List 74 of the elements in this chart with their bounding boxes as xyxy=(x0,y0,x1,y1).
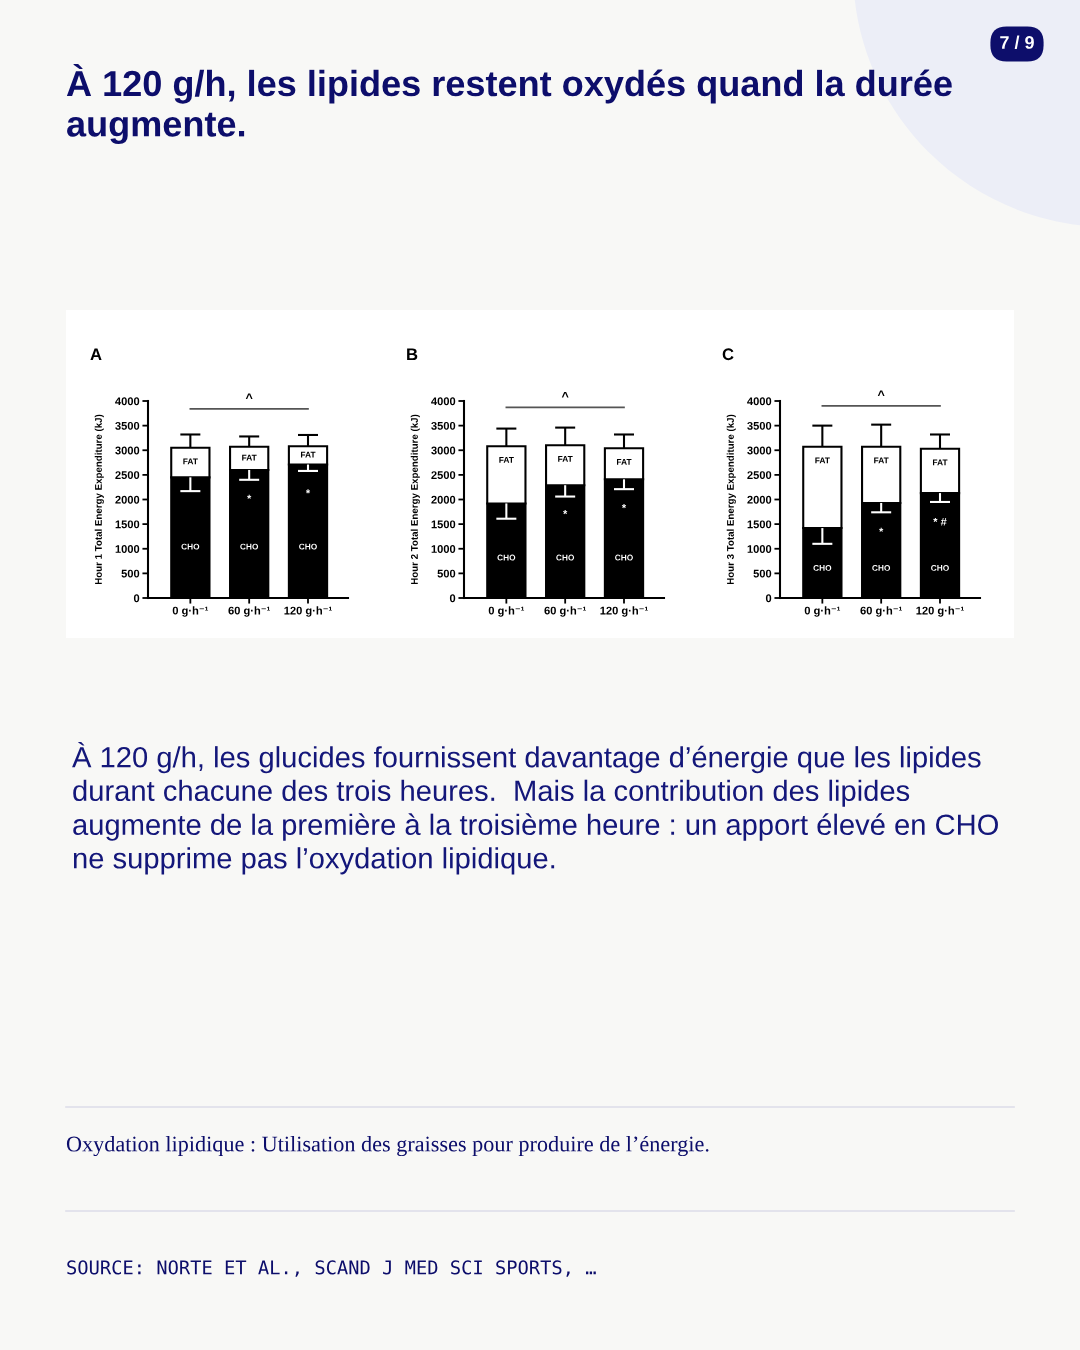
y-tick-label: 3500 xyxy=(431,421,456,430)
y-axis-title: Hour 2 Total Energy Expenditure (kJ) xyxy=(410,414,420,585)
y-tick-label: 3500 xyxy=(115,421,140,430)
x-tick-label: 60 g·h⁻¹ xyxy=(860,606,902,617)
text: À 120 g/h, les glucides fournissent davantage d’énergie que les lipides durant chacune des trois heures. Mais la contribution des lipides augmente de la première à la troisième heure : un apport élevé en CHO ne supprime pas l’oxydation lipidique. xyxy=(72,742,998,875)
x-tick-label: 120 g·h⁻¹ xyxy=(284,606,332,617)
annotation: * xyxy=(879,527,884,532)
y-tick-label: 2000 xyxy=(747,495,772,504)
series-label: CHO xyxy=(872,564,891,571)
y-axis-title: Hour 1 Total Energy Expenditure (kJ) xyxy=(94,414,104,585)
y-tick-label: 500 xyxy=(437,569,456,578)
y-tick-label: 500 xyxy=(121,569,140,578)
x-tick-label: 60 g·h⁻¹ xyxy=(228,606,270,617)
y-tick-label: 0 xyxy=(133,594,140,603)
x-tick-label: 120 g·h⁻¹ xyxy=(600,606,648,617)
y-tick-label: 500 xyxy=(753,569,772,578)
x-tick-label: 60 g·h⁻¹ xyxy=(544,606,586,617)
y-tick-label: 1000 xyxy=(431,545,456,553)
ref-line-label: ^ xyxy=(245,393,253,399)
y-tick-label: 2000 xyxy=(431,495,456,504)
series-label: CHO xyxy=(181,543,200,550)
annotation: * xyxy=(305,489,311,494)
y-tick-label: 1500 xyxy=(115,520,140,529)
y-tick-label: 1000 xyxy=(115,545,140,553)
series-label: FAT xyxy=(300,451,316,458)
y-tick-label: 1000 xyxy=(747,545,772,553)
y-axis-title: Hour 3 Total Energy Expenditure (kJ) xyxy=(726,414,736,585)
y-tick-label: 3000 xyxy=(747,446,772,455)
y-tick-label: 3000 xyxy=(115,446,140,455)
x-tick-label: 120 g·h⁻¹ xyxy=(916,606,964,617)
text: CHO xyxy=(931,564,949,571)
ref-line-label: ^ xyxy=(561,392,569,398)
y-tick-label: 1500 xyxy=(431,520,456,529)
ref-line-label: ^ xyxy=(877,390,885,397)
source-note: SOURCE: NORTE ET AL., SCAND J MED SCI SPORTS, … xyxy=(67,1260,596,1277)
text: FAT xyxy=(242,454,257,461)
text: CHO xyxy=(615,554,633,561)
text: 7 / 9 xyxy=(1000,35,1034,50)
y-tick-label: 4000 xyxy=(431,397,456,406)
y-tick-label: 1500 xyxy=(747,520,772,529)
y-tick-label: 3500 xyxy=(747,421,772,430)
y-tick-label: 2500 xyxy=(747,471,772,480)
series-label: FAT xyxy=(815,457,830,464)
x-tick-label: 0 g·h⁻¹ xyxy=(488,606,525,617)
text: FAT xyxy=(616,458,632,465)
annotation: * xyxy=(247,494,252,499)
annotation: * xyxy=(621,504,627,509)
text: FAT xyxy=(558,456,573,462)
x-tick-label: 0 g·h⁻¹ xyxy=(804,606,841,617)
y-tick-label: 0 xyxy=(765,594,772,603)
text: FAT xyxy=(183,458,198,465)
y-tick-label: 2500 xyxy=(115,471,140,480)
text: FAT xyxy=(932,459,948,466)
y-tick-label: 2500 xyxy=(431,471,456,480)
text: Oxydation lipidique : Utilisation des graisses pour produire de l’énergie. xyxy=(66,1135,709,1157)
text: À 120 g/h, les lipides restent oxydés quand la durée augmente. xyxy=(66,64,952,145)
text: CHO xyxy=(240,543,259,550)
annotation: * # xyxy=(933,517,947,526)
y-tick-label: 0 xyxy=(449,594,456,603)
text: CHO xyxy=(497,554,516,561)
y-tick-label: 4000 xyxy=(747,397,772,406)
chart-title: B xyxy=(407,348,418,360)
annotation: * xyxy=(563,510,568,515)
text: CHO xyxy=(813,564,832,571)
series-label: CHO xyxy=(556,554,575,561)
y-tick-label: 2000 xyxy=(115,495,140,504)
text: CHO xyxy=(299,543,317,550)
series-label: FAT xyxy=(499,457,514,463)
text: FAT xyxy=(874,457,889,464)
y-tick-label: 3000 xyxy=(431,446,456,455)
y-tick-label: 4000 xyxy=(115,397,140,406)
x-tick-label: 0 g·h⁻¹ xyxy=(172,606,209,617)
chart-title: A xyxy=(90,348,102,360)
chart-title: C xyxy=(722,348,734,361)
